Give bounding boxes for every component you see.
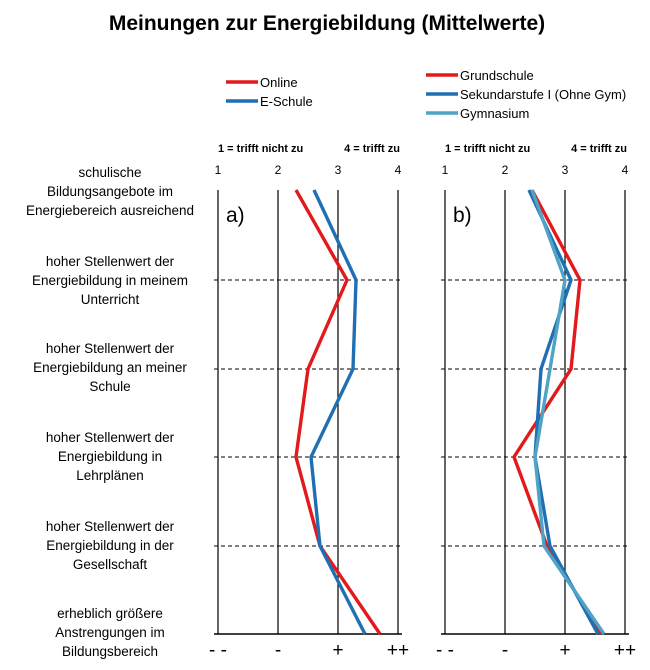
- scale-symbol: +: [559, 640, 570, 661]
- row-label-5: hoher Stellenwert der Energiebildung in d…: [46, 519, 175, 572]
- x-tick-label: 2: [502, 163, 509, 177]
- row-label-line: Energiebildung an meiner: [33, 360, 187, 375]
- scale-right-label: 4 = trifft zu: [344, 143, 400, 155]
- legend-label: E-Schule: [260, 94, 313, 109]
- legend-item: Grundschule: [426, 68, 534, 83]
- row-label-line: hoher Stellenwert der: [46, 519, 175, 534]
- x-tick-label: 3: [562, 163, 569, 177]
- panel-label: b): [453, 204, 472, 227]
- row-labels: schulische Bildungsangebote im Energiebere…: [26, 165, 194, 659]
- x-tick-label: 4: [622, 163, 629, 177]
- row-label-line: Lehrplänen: [76, 468, 144, 483]
- scale-symbol: -: [275, 640, 281, 661]
- row-label-line: Anstrengungen im: [55, 625, 165, 640]
- x-tick-label: 3: [335, 163, 342, 177]
- scale-symbol: ++: [387, 640, 409, 661]
- row-label-line: Energiebildung in meinem: [32, 273, 188, 288]
- panel-a: 1 = trifft nicht zu 4 = trifft zu 1 2 3 4 a) - …: [209, 143, 409, 661]
- scale-left-label: 1 = trifft nicht zu: [445, 143, 530, 155]
- series-line-sekundarstufe-i-ohne-gym: [527, 189, 600, 635]
- row-label-line: hoher Stellenwert der: [46, 254, 175, 269]
- row-label-3: hoher Stellenwert der Energiebildung an m…: [33, 341, 187, 394]
- x-tick-label: 2: [275, 163, 282, 177]
- panel-b: 1 = trifft nicht zu 4 = trifft zu 1 2 3 4 b) - …: [436, 143, 636, 661]
- row-label-line: Bildungsbereich: [62, 644, 158, 659]
- row-label-line: hoher Stellenwert der: [46, 341, 175, 356]
- row-label-line: Unterricht: [81, 292, 140, 307]
- series-line-gymnasium: [530, 189, 606, 635]
- legend-item: Sekundarstufe I (Ohne Gym): [426, 87, 626, 102]
- row-label-line: Gesellschaft: [73, 557, 148, 572]
- scale-symbol: -: [502, 640, 508, 661]
- row-label-1: schulische Bildungsangebote im Energiebere…: [26, 165, 194, 218]
- legend-item: Online: [226, 75, 298, 90]
- legend-item: Gymnasium: [426, 106, 529, 121]
- row-label-line: Schule: [89, 379, 130, 394]
- scale-symbol: - -: [209, 640, 227, 661]
- scale-symbol: - -: [436, 640, 454, 661]
- row-label-6: erheblich größere Anstrengungen im Bildung…: [55, 606, 165, 659]
- x-tick-label: 4: [395, 163, 402, 177]
- row-label-line: Bildungsangebote im: [47, 184, 173, 199]
- row-label-2: hoher Stellenwert der Energiebildung in m…: [32, 254, 188, 307]
- legends: Online E-Schule Grundschule Sekundarstufe I…: [226, 68, 626, 121]
- series-line-online: [294, 189, 382, 635]
- legend-label: Gymnasium: [460, 106, 529, 121]
- legend-label: Online: [260, 75, 298, 90]
- legend-item: E-Schule: [226, 94, 313, 109]
- scale-left-label: 1 = trifft nicht zu: [218, 143, 303, 155]
- legend-label: Sekundarstufe I (Ohne Gym): [460, 87, 626, 102]
- row-label-line: Energiebereich ausreichend: [26, 203, 194, 218]
- row-label-line: hoher Stellenwert der: [46, 430, 175, 445]
- panels: 1 = trifft nicht zu 4 = trifft zu 1 2 3 4 a) - …: [209, 143, 636, 661]
- row-label-line: Energiebildung in: [58, 449, 162, 464]
- panel-label: a): [226, 204, 245, 227]
- chart-title: Meinungen zur Energiebildung (Mittelwert…: [109, 12, 545, 35]
- scale-symbol: +: [332, 640, 343, 661]
- x-tick-label: 1: [442, 163, 449, 177]
- legend-label: Grundschule: [460, 68, 534, 83]
- row-label-line: Energiebildung in der: [46, 538, 174, 553]
- scale-symbol: ++: [614, 640, 636, 661]
- series-line-e-schule: [309, 189, 367, 635]
- row-label-line: schulische: [78, 165, 141, 180]
- row-label-4: hoher Stellenwert der Energiebildung in Le…: [46, 430, 175, 483]
- x-tick-label: 1: [215, 163, 222, 177]
- scale-right-label: 4 = trifft zu: [571, 143, 627, 155]
- row-label-line: erheblich größere: [57, 606, 163, 621]
